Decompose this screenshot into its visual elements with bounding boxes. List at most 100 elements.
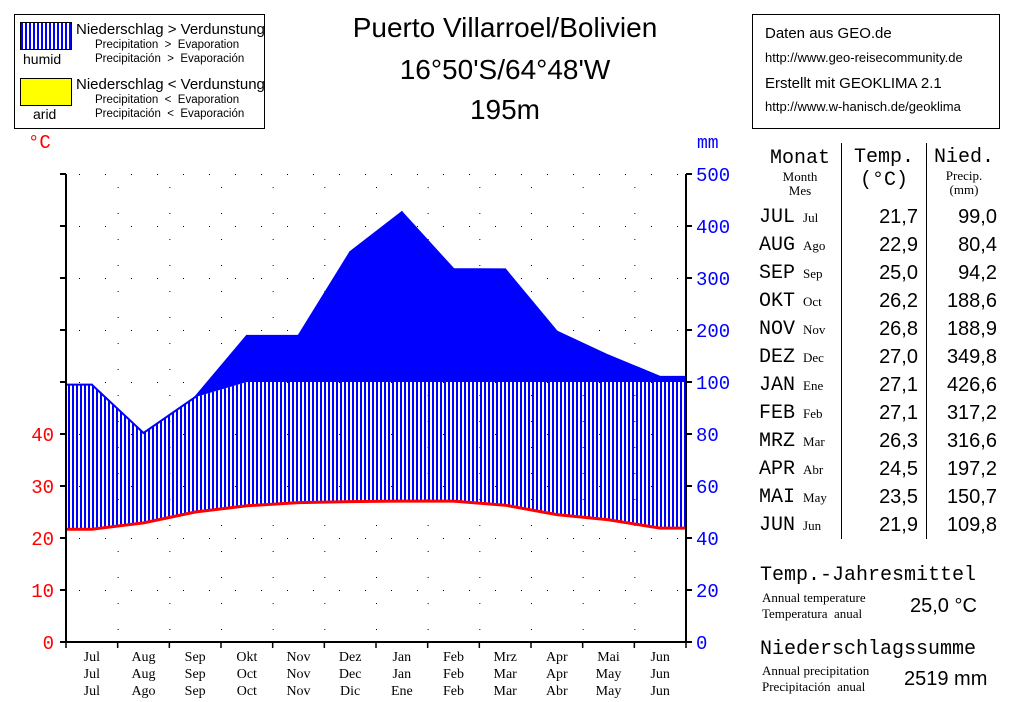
grid-dot (573, 330, 574, 331)
x-tick-label: May (596, 684, 622, 699)
grid-dot (287, 538, 288, 539)
row-temp: 27,1 (841, 371, 927, 399)
grid-dot (365, 174, 366, 175)
climate-table: Monat Month Mes Temp. (°C) Nied. Precip.… (759, 143, 1001, 539)
grid-dot (479, 551, 481, 552)
grid-dot (634, 291, 636, 292)
grid-dot (261, 538, 262, 539)
temp-line (66, 499, 686, 531)
temp-point (349, 500, 352, 503)
table-row: JUL Jul 21,7 99,0 (759, 203, 1001, 231)
grid-dot (287, 330, 288, 331)
head-temp-unit: (°C) (859, 169, 908, 192)
temp-point (90, 528, 93, 531)
grid-dot (651, 538, 652, 539)
row-month-de: NOV (759, 317, 796, 341)
grid-dot (376, 187, 377, 188)
temp-point (194, 511, 197, 513)
annual-temp-en: Annual temperature (762, 590, 866, 605)
grid-dot (324, 629, 326, 630)
grid-dot (634, 213, 636, 214)
row-temp: 22,9 (841, 231, 927, 259)
row-month: MAI May (759, 483, 842, 511)
grid-dot (391, 538, 392, 539)
grid-dot (427, 603, 429, 604)
y-right-tick-label: 60 (696, 477, 719, 499)
grid-dot (221, 343, 222, 344)
x-tick-label: Nov (286, 650, 310, 665)
grid-dot (209, 226, 210, 227)
grid-dot (677, 278, 678, 279)
grid-dot (105, 226, 106, 227)
grid-dot (221, 577, 222, 578)
grid-dot (376, 551, 377, 552)
grid-dot (313, 174, 314, 175)
grid-dot (324, 603, 326, 604)
grid-dot (235, 538, 236, 539)
temp-point (452, 500, 455, 503)
precip-point (400, 211, 403, 214)
x-tick-label: Nov (286, 667, 310, 682)
grid-dot (105, 278, 106, 279)
grid-dot (272, 239, 274, 240)
arid-swatch (20, 78, 72, 106)
grid-dot (547, 226, 548, 227)
grid-dot (324, 265, 326, 266)
grid-dot (324, 213, 326, 214)
grid-dot (183, 330, 184, 331)
row-month-de: SEP (759, 261, 796, 285)
humid-title: Niederschlag > Verdunstung (76, 21, 265, 38)
grid-dot (547, 590, 548, 591)
y-left-tick-label: 30 (31, 477, 54, 499)
grid-dot (117, 551, 119, 552)
grid-dot (531, 551, 532, 552)
x-tick-label: Jun (650, 684, 669, 699)
grid-dot (339, 590, 340, 591)
grid-dot (531, 187, 532, 188)
row-month-es: Abr (803, 461, 824, 477)
grid-dot (272, 629, 274, 630)
grid-dot (427, 213, 429, 214)
grid-dot (272, 525, 274, 526)
y-left-tick-label: 20 (31, 529, 54, 551)
y-right-tick-label: 20 (696, 581, 719, 603)
table-head-temp: Temp. (°C) (841, 143, 927, 203)
precip-point (349, 251, 352, 254)
grid-dot (427, 187, 429, 188)
row-month-es: May (803, 489, 827, 505)
grid-dot (169, 343, 171, 344)
grid-dot (443, 538, 444, 539)
row-prec: 188,9 (946, 317, 997, 340)
grid-dot (547, 174, 548, 175)
grid-dot (169, 395, 171, 396)
grid-dot (582, 525, 584, 526)
grid-dot (599, 226, 600, 227)
grid-dot (427, 629, 429, 630)
grid-dot (117, 369, 119, 370)
grid-dot (183, 538, 184, 539)
grid-dot (479, 265, 481, 266)
grid-dot (651, 174, 652, 175)
grid-dot (272, 317, 274, 318)
y-right-tick-label: 100 (696, 373, 730, 395)
row-temp: 26,2 (841, 287, 927, 315)
grid-dot (169, 525, 171, 526)
grid-dot (169, 577, 171, 578)
grid-dot (531, 577, 532, 578)
grid-dot (469, 538, 470, 539)
row-temp: 25,0 (841, 259, 927, 287)
grid-dot (117, 577, 119, 578)
grid-dot (376, 213, 377, 214)
grid-dot (221, 265, 222, 266)
x-tick-label: May (596, 667, 622, 682)
grid-dot (479, 525, 481, 526)
x-tick-label: Dez (339, 650, 362, 665)
precip-point (659, 375, 662, 378)
temp-point (297, 501, 300, 504)
row-month-es: Ago (803, 237, 826, 253)
grid-dot (677, 330, 678, 331)
grid-dot (169, 265, 171, 266)
grid-dot (131, 538, 132, 539)
grid-dot (287, 590, 288, 591)
x-tick-label: Jan (392, 667, 411, 682)
